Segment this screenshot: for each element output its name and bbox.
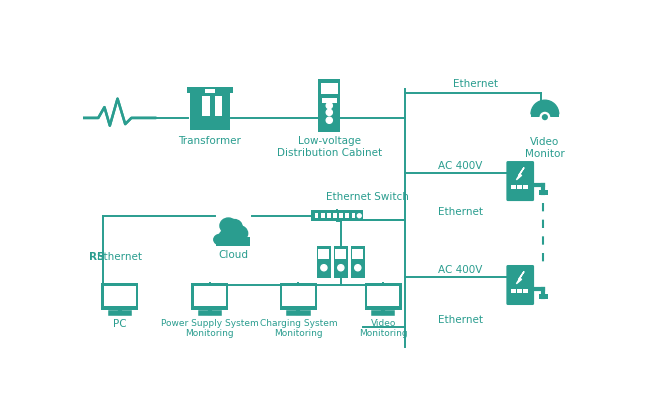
FancyBboxPatch shape [352, 249, 363, 258]
FancyBboxPatch shape [322, 98, 337, 103]
Circle shape [321, 265, 327, 271]
FancyBboxPatch shape [517, 289, 522, 293]
FancyBboxPatch shape [537, 106, 552, 110]
FancyBboxPatch shape [523, 185, 528, 189]
Polygon shape [516, 271, 524, 284]
Text: Ethernet: Ethernet [453, 79, 498, 89]
Text: Ethernet: Ethernet [437, 207, 483, 217]
Ellipse shape [231, 226, 248, 241]
Circle shape [358, 214, 361, 218]
FancyBboxPatch shape [318, 79, 340, 132]
FancyBboxPatch shape [315, 213, 318, 218]
FancyBboxPatch shape [334, 246, 348, 278]
Text: AC 400V: AC 400V [438, 161, 482, 171]
Text: Ethernet: Ethernet [98, 252, 142, 262]
FancyBboxPatch shape [190, 93, 230, 130]
FancyBboxPatch shape [351, 246, 365, 278]
Text: Charging System
Monitoring: Charging System Monitoring [259, 319, 337, 338]
FancyBboxPatch shape [318, 249, 330, 258]
Circle shape [326, 110, 332, 115]
FancyBboxPatch shape [194, 286, 226, 306]
Circle shape [338, 265, 344, 271]
FancyBboxPatch shape [523, 289, 528, 293]
FancyBboxPatch shape [214, 97, 222, 116]
Circle shape [326, 102, 332, 109]
Text: Transformer: Transformer [179, 136, 241, 146]
FancyBboxPatch shape [317, 246, 331, 278]
Ellipse shape [220, 218, 237, 233]
FancyBboxPatch shape [192, 283, 228, 310]
FancyBboxPatch shape [345, 213, 349, 218]
FancyBboxPatch shape [202, 97, 210, 116]
FancyBboxPatch shape [339, 213, 343, 218]
FancyBboxPatch shape [511, 289, 515, 293]
Text: Power Supply System
Monitoring: Power Supply System Monitoring [161, 319, 259, 338]
FancyBboxPatch shape [333, 213, 337, 218]
FancyBboxPatch shape [352, 213, 356, 218]
FancyBboxPatch shape [321, 213, 324, 218]
FancyBboxPatch shape [539, 294, 548, 299]
Circle shape [326, 117, 332, 123]
Wedge shape [531, 100, 559, 114]
Ellipse shape [219, 229, 235, 243]
Text: Low-voltage
Distribution Cabinet: Low-voltage Distribution Cabinet [277, 136, 382, 158]
FancyBboxPatch shape [187, 87, 233, 93]
Text: Video
Monitor: Video Monitor [525, 137, 565, 159]
FancyBboxPatch shape [365, 283, 402, 310]
Ellipse shape [227, 219, 242, 235]
Text: AC 400V: AC 400V [438, 265, 482, 275]
FancyBboxPatch shape [517, 185, 522, 189]
FancyBboxPatch shape [327, 213, 331, 218]
Text: RS: RS [89, 252, 105, 262]
FancyBboxPatch shape [506, 161, 534, 201]
Ellipse shape [214, 234, 228, 245]
FancyBboxPatch shape [367, 286, 399, 306]
Text: Ethernet Switch: Ethernet Switch [326, 192, 410, 202]
Text: Ethernet: Ethernet [437, 315, 483, 325]
FancyBboxPatch shape [321, 82, 338, 94]
FancyBboxPatch shape [282, 286, 315, 306]
Circle shape [540, 112, 551, 122]
Text: PC: PC [113, 319, 127, 329]
FancyBboxPatch shape [511, 185, 515, 189]
Text: Cloud: Cloud [218, 250, 248, 260]
FancyBboxPatch shape [531, 114, 559, 117]
Text: Video
Monitoring: Video Monitoring [359, 319, 408, 338]
FancyBboxPatch shape [216, 237, 250, 246]
FancyBboxPatch shape [280, 283, 317, 310]
FancyBboxPatch shape [335, 249, 346, 258]
FancyBboxPatch shape [101, 283, 138, 310]
FancyBboxPatch shape [539, 190, 548, 195]
FancyBboxPatch shape [103, 286, 136, 306]
FancyBboxPatch shape [311, 210, 363, 221]
Polygon shape [516, 168, 524, 180]
FancyBboxPatch shape [506, 265, 534, 305]
Circle shape [542, 114, 548, 120]
Circle shape [355, 265, 361, 271]
FancyBboxPatch shape [205, 89, 214, 93]
